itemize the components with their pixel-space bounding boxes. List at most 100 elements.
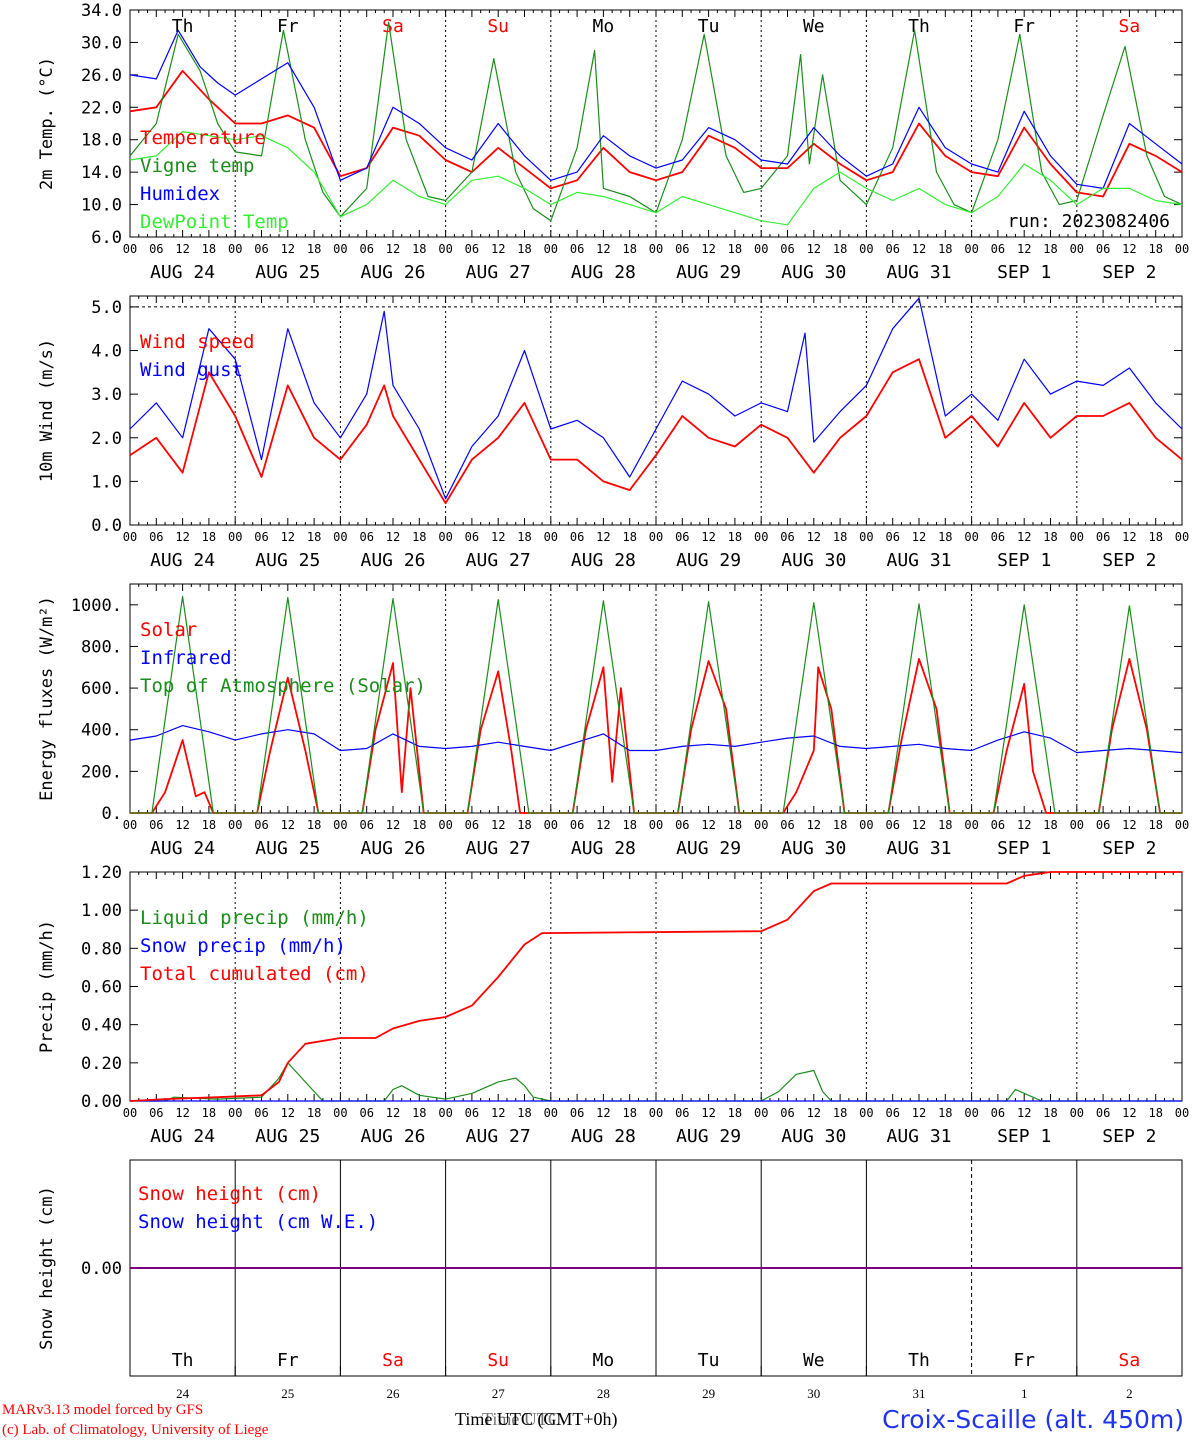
hour-tick-label: 06 bbox=[149, 1106, 163, 1120]
hour-tick-label: 12 bbox=[386, 818, 400, 832]
y-tick-label: 2.0 bbox=[91, 429, 122, 449]
y-tick-label: 800. bbox=[81, 637, 122, 657]
date-label: AUG 28 bbox=[571, 1126, 636, 1147]
hour-tick-label: 06 bbox=[570, 242, 584, 256]
hour-tick-label: 12 bbox=[1122, 818, 1136, 832]
hour-tick-label: 12 bbox=[491, 530, 505, 544]
hour-tick-label: 06 bbox=[149, 530, 163, 544]
weekday-label: Fr bbox=[277, 16, 299, 37]
legend-entry: Total cumulated (cm) bbox=[140, 963, 369, 985]
hour-tick-label: 18 bbox=[833, 1106, 847, 1120]
date-label: AUG 29 bbox=[676, 550, 741, 571]
y-axis-title: Snow height (cm) bbox=[37, 1186, 57, 1350]
panel-1: 00 06 12 18 00 06 12 18 00 06 12 18 00 06 12 18 00 06 12 18… bbox=[37, 1, 1189, 283]
hour-tick-label: 12 bbox=[807, 1106, 821, 1120]
date-label: AUG 24 bbox=[150, 262, 215, 283]
date-label: AUG 31 bbox=[886, 838, 951, 859]
y-tick-label: 0.80 bbox=[81, 939, 122, 959]
hour-tick-label: 12 bbox=[596, 1106, 610, 1120]
hour-tick-label: 12 bbox=[175, 530, 189, 544]
hour-tick-label: 18 bbox=[307, 818, 321, 832]
hour-tick-label: 12 bbox=[1017, 818, 1031, 832]
weekday-label: Sa bbox=[382, 1350, 404, 1371]
hour-tick-label: 12 bbox=[912, 530, 926, 544]
date-label: AUG 27 bbox=[466, 1126, 531, 1147]
hour-tick-label: 06 bbox=[1096, 818, 1110, 832]
footer: MARv3.13 model forced by GFS (c) Lab. of… bbox=[2, 1402, 1184, 1438]
hour-tick-label: 18 bbox=[938, 818, 952, 832]
hour-tick-label: 18 bbox=[412, 818, 426, 832]
hour-tick-label: 06 bbox=[254, 1106, 268, 1120]
y-tick-label: 30.0 bbox=[81, 33, 122, 53]
date-label: SEP 2 bbox=[1102, 262, 1156, 283]
y-tick-label: 26.0 bbox=[81, 66, 122, 86]
hour-tick-label: 06 bbox=[1096, 242, 1110, 256]
hour-tick-label: 18 bbox=[517, 1106, 531, 1120]
weekday-label: Fr bbox=[1013, 16, 1035, 37]
weekday-label: Fr bbox=[277, 1350, 299, 1371]
weekday-label: Mo bbox=[593, 1350, 615, 1371]
date-label: AUG 25 bbox=[255, 550, 320, 571]
hour-tick-label: 12 bbox=[912, 1106, 926, 1120]
hour-tick-label: 12 bbox=[1017, 530, 1031, 544]
day-number-label: 25 bbox=[281, 1386, 294, 1401]
hour-tick-label: 06 bbox=[1096, 1106, 1110, 1120]
series-line-top-of-atmosphere-solar- bbox=[130, 595, 1182, 814]
hour-tick-label: 06 bbox=[359, 818, 373, 832]
date-label: AUG 24 bbox=[150, 550, 215, 571]
hour-tick-label: 00 bbox=[859, 1106, 873, 1120]
series-line-total-cumulated-cm- bbox=[129, 871, 1182, 1102]
hour-tick-label: 18 bbox=[517, 242, 531, 256]
hour-tick-label: 00 bbox=[228, 1106, 242, 1120]
hour-tick-label: 18 bbox=[1043, 242, 1057, 256]
hour-tick-label: 12 bbox=[701, 1106, 715, 1120]
hour-tick-label: 06 bbox=[359, 1106, 373, 1120]
date-label: AUG 26 bbox=[360, 1126, 425, 1147]
y-tick-label: 1.0 bbox=[91, 472, 122, 492]
hour-tick-label: 00 bbox=[1175, 242, 1189, 256]
hour-tick-label: 06 bbox=[675, 818, 689, 832]
date-label: SEP 1 bbox=[997, 550, 1051, 571]
hour-tick-label: 12 bbox=[596, 818, 610, 832]
panel-2: 00 06 12 18 00 06 12 18 00 06 12 18 00 06 12 18 00 06 12 18… bbox=[37, 295, 1189, 571]
y-tick-label: 0.00 bbox=[81, 1259, 122, 1279]
hour-tick-label: 12 bbox=[596, 242, 610, 256]
legend-entry: Temperature bbox=[140, 127, 266, 149]
hour-tick-label: 06 bbox=[570, 818, 584, 832]
hour-tick-label: 00 bbox=[228, 242, 242, 256]
hour-tick-label: 18 bbox=[1043, 530, 1057, 544]
y-tick-label: 4.0 bbox=[91, 342, 122, 362]
date-label: AUG 24 bbox=[150, 838, 215, 859]
hour-tick-label: 00 bbox=[859, 530, 873, 544]
hour-tick-label: 00 bbox=[754, 1106, 768, 1120]
legend-entry: Infrared bbox=[140, 647, 232, 669]
hour-tick-label: 12 bbox=[491, 818, 505, 832]
hour-tick-label: 06 bbox=[359, 242, 373, 256]
hour-tick-label: 18 bbox=[728, 242, 742, 256]
day-number-label: 28 bbox=[597, 1386, 610, 1401]
hour-tick-label: 12 bbox=[807, 242, 821, 256]
panel-4: 00 06 12 18 00 06 12 18 00 06 12 18 00 06 12 18 00 06 12 18… bbox=[37, 863, 1189, 1147]
date-label: AUG 24 bbox=[150, 1126, 215, 1147]
hour-tick-label: 00 bbox=[123, 1106, 137, 1120]
hour-tick-label: 12 bbox=[807, 818, 821, 832]
hour-tick-label: 00 bbox=[228, 818, 242, 832]
legend-entry: Top of Atmosphere (Solar) bbox=[140, 675, 426, 697]
hour-tick-label: 00 bbox=[123, 818, 137, 832]
hour-tick-label: 12 bbox=[386, 1106, 400, 1120]
date-label: AUG 30 bbox=[781, 838, 846, 859]
series-line-wind-gust bbox=[129, 297, 1183, 500]
date-label: AUG 27 bbox=[466, 262, 531, 283]
hour-tick-label: 18 bbox=[728, 818, 742, 832]
hour-tick-label: 18 bbox=[833, 818, 847, 832]
date-label: AUG 31 bbox=[886, 262, 951, 283]
day-number-label: 26 bbox=[387, 1386, 401, 1401]
date-label: AUG 29 bbox=[676, 262, 741, 283]
day-number-label: 24 bbox=[176, 1386, 190, 1401]
weekday-label: Mo bbox=[593, 16, 615, 37]
legend-entry: Humidex bbox=[140, 183, 220, 205]
hour-tick-label: 12 bbox=[281, 242, 295, 256]
run-annotation: run: 2023082406 bbox=[1007, 211, 1170, 232]
hour-tick-label: 00 bbox=[964, 530, 978, 544]
